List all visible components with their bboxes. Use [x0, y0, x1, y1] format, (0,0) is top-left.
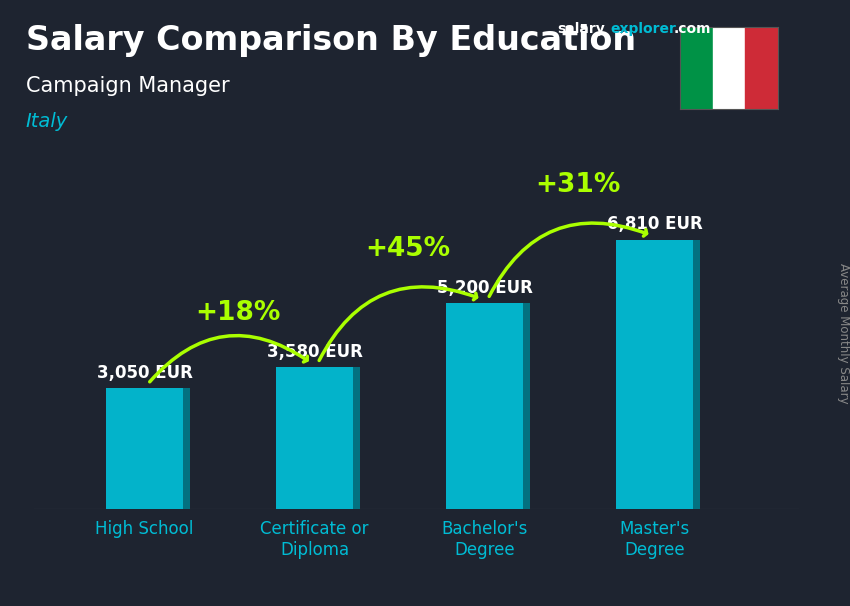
Text: Campaign Manager: Campaign Manager: [26, 76, 230, 96]
Text: 6,810 EUR: 6,810 EUR: [607, 215, 702, 233]
Polygon shape: [183, 388, 190, 509]
Text: +31%: +31%: [536, 172, 620, 198]
Text: Average Monthly Salary: Average Monthly Salary: [837, 263, 850, 404]
Text: Salary Comparison By Education: Salary Comparison By Education: [26, 24, 636, 57]
Text: 3,580 EUR: 3,580 EUR: [267, 342, 362, 361]
Text: 5,200 EUR: 5,200 EUR: [437, 279, 532, 296]
Text: .com: .com: [674, 22, 711, 36]
Bar: [616, 240, 693, 509]
Polygon shape: [693, 240, 700, 509]
Bar: [745, 27, 778, 109]
Text: 3,050 EUR: 3,050 EUR: [97, 364, 192, 382]
Polygon shape: [353, 367, 360, 509]
Bar: [680, 27, 712, 109]
Bar: [106, 388, 183, 509]
Bar: [446, 304, 523, 509]
Text: salary: salary: [557, 22, 604, 36]
Text: +45%: +45%: [366, 236, 450, 262]
Text: explorer: explorer: [610, 22, 676, 36]
Text: +18%: +18%: [196, 300, 280, 326]
Polygon shape: [523, 304, 530, 509]
Text: Italy: Italy: [26, 112, 68, 131]
Bar: [712, 27, 745, 109]
Bar: [276, 367, 353, 509]
